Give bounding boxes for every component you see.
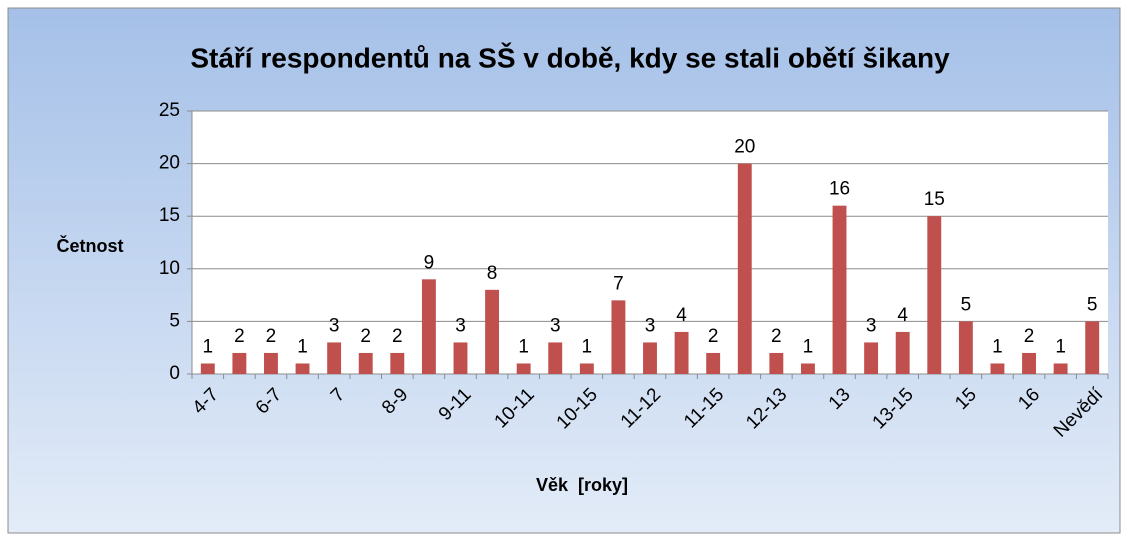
data-label: 3: [645, 315, 656, 336]
y-axis-label: Četnost: [57, 235, 124, 256]
y-tick-label: 5: [169, 310, 180, 331]
bar: [579, 363, 594, 374]
bar: [800, 363, 815, 374]
bar: [390, 352, 405, 374]
bar: [264, 352, 278, 374]
bar: [232, 352, 247, 374]
bar: [737, 163, 752, 374]
y-tick-label: 15: [159, 205, 180, 226]
data-label: 4: [897, 305, 908, 326]
bar: [327, 342, 342, 374]
data-label: 2: [392, 326, 403, 347]
plot-area: [192, 111, 1108, 374]
bar: [832, 205, 847, 374]
data-label: 2: [1024, 326, 1035, 347]
data-label: 7: [613, 273, 624, 294]
bar: [611, 300, 626, 374]
bar: [453, 342, 468, 374]
data-label: 1: [518, 336, 529, 357]
data-label: 1: [297, 336, 308, 357]
data-label: 1: [203, 336, 214, 357]
data-label: 2: [234, 326, 245, 347]
data-label: 2: [708, 326, 719, 347]
y-tick-label: 10: [159, 258, 180, 279]
data-label: 8: [487, 263, 498, 284]
y-tick-label: 0: [169, 363, 180, 384]
data-label: 16: [829, 179, 850, 200]
data-label: 3: [866, 315, 877, 336]
bar: [516, 363, 531, 374]
y-tick-label: 20: [159, 153, 180, 174]
bar: [200, 363, 215, 374]
data-label: 3: [550, 315, 561, 336]
bar: [358, 352, 373, 374]
chart-title: Stáří respondentů na SŠ v době, kdy se s…: [190, 41, 950, 73]
bar: [958, 321, 973, 374]
bar: [1085, 321, 1100, 374]
data-label: 1: [1055, 336, 1066, 357]
bar: [927, 216, 942, 374]
bar: [295, 363, 310, 374]
bar: [643, 342, 657, 374]
bar: [706, 352, 721, 374]
bar: [1022, 352, 1036, 374]
data-label: 1: [803, 336, 814, 357]
bar: [485, 289, 500, 374]
bar: [895, 331, 910, 374]
bar: [674, 331, 689, 374]
data-label: 5: [1087, 294, 1098, 315]
bar: [421, 279, 436, 374]
data-label: 2: [771, 326, 782, 347]
data-label: 9: [424, 252, 435, 273]
data-label: 2: [360, 326, 371, 347]
bar: [1053, 363, 1068, 374]
x-axis-label: Věk [roky]: [536, 475, 628, 495]
data-label: 3: [329, 315, 340, 336]
bar: [864, 342, 879, 374]
data-label: 1: [992, 336, 1003, 357]
bar: [990, 363, 1005, 374]
data-label: 15: [924, 189, 945, 210]
data-label: 20: [734, 137, 755, 158]
data-label: 5: [961, 294, 972, 315]
bar: [548, 342, 563, 374]
data-label: 1: [582, 336, 593, 357]
data-label: 3: [455, 315, 466, 336]
bar: [769, 352, 784, 374]
data-label: 2: [266, 326, 277, 347]
data-label: 4: [676, 305, 687, 326]
y-tick-label: 25: [159, 100, 180, 121]
